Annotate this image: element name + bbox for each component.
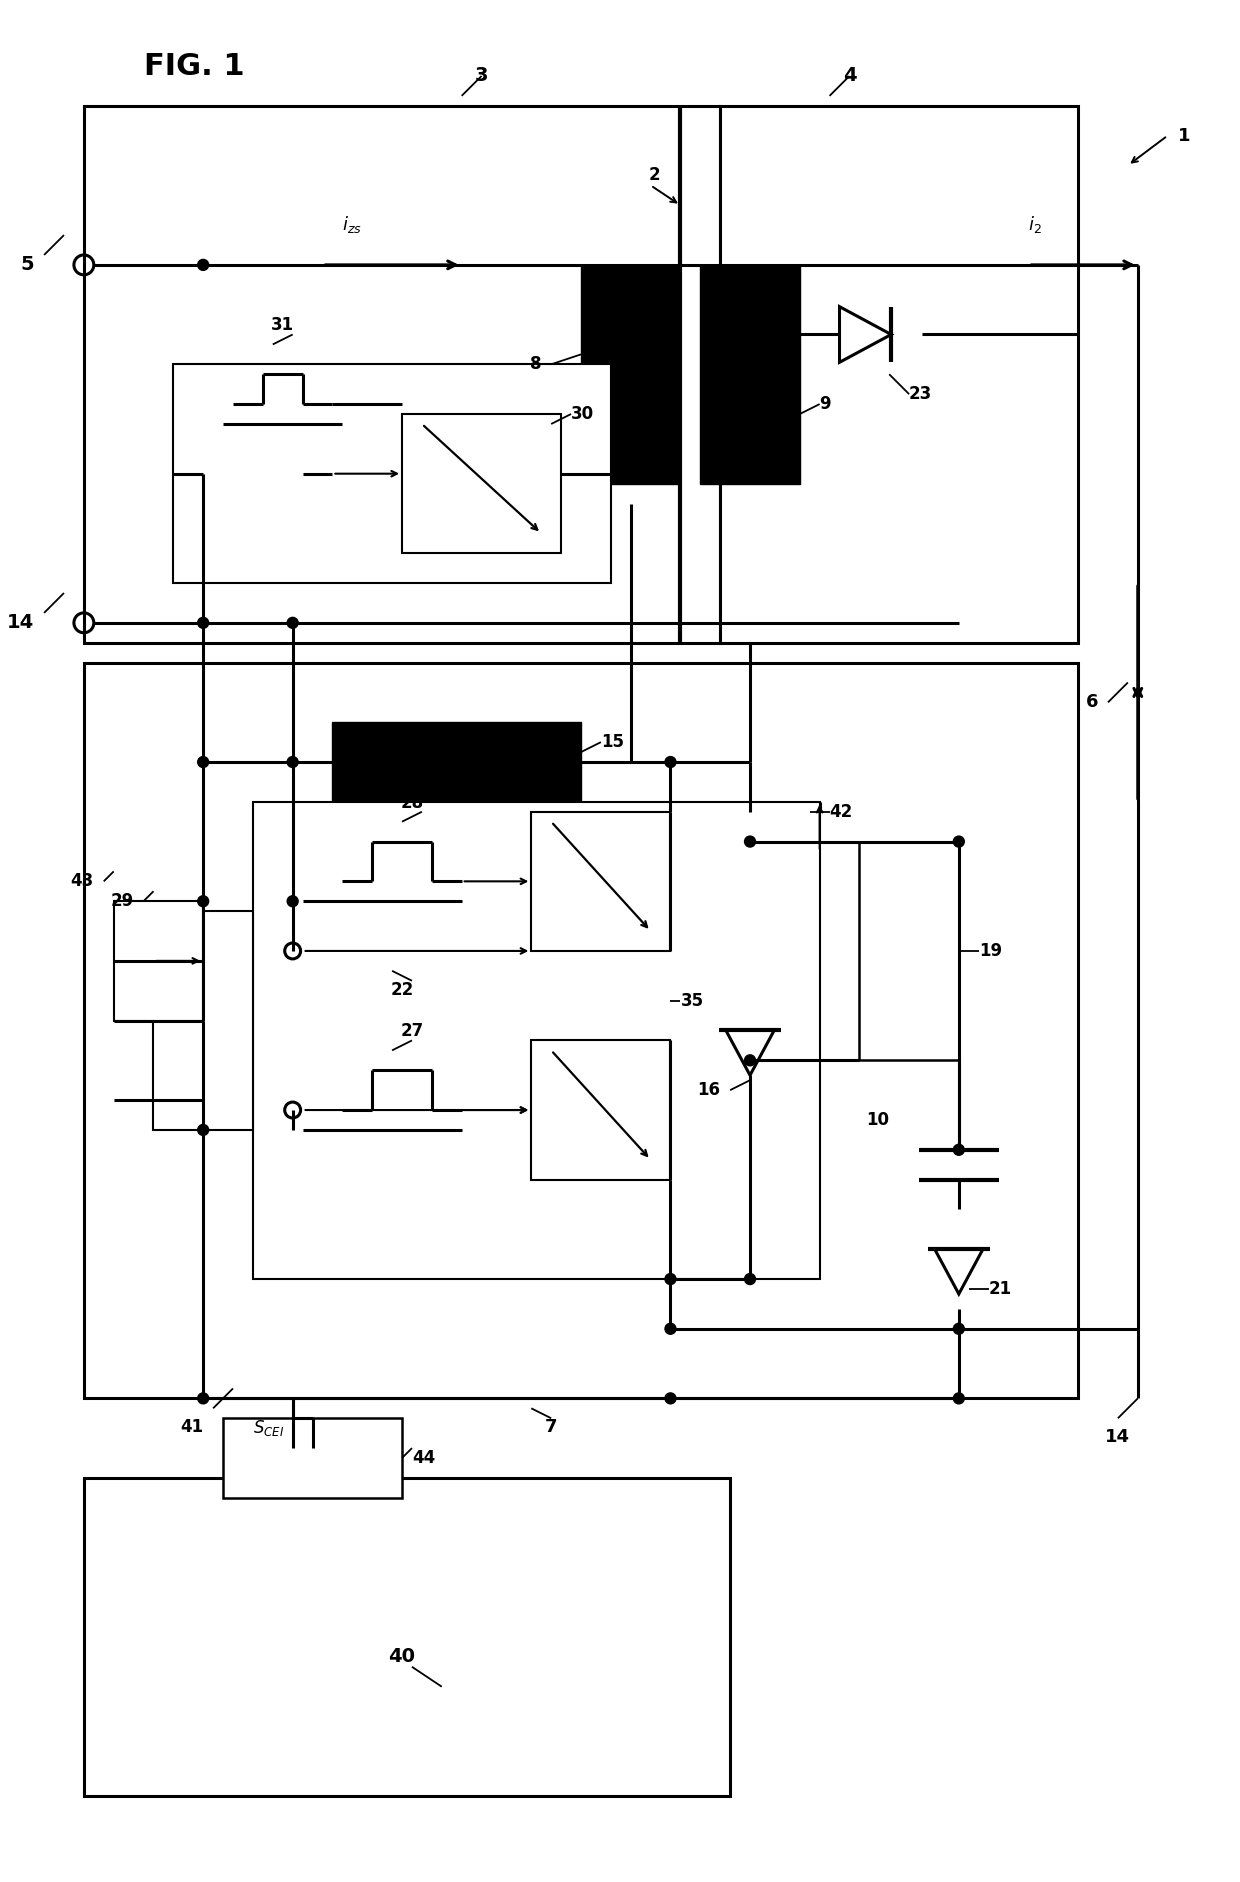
Bar [531,1041,671,1180]
Text: 15: 15 [601,734,624,751]
Polygon shape [839,307,892,363]
Circle shape [954,1323,965,1334]
Text: $S_{CEI}$: $S_{CEI}$ [253,1419,284,1438]
Text: $i_2$: $i_2$ [1028,215,1042,235]
Text: 9: 9 [820,395,831,412]
Bar [253,802,820,1280]
Text: 21: 21 [988,1280,1012,1299]
Text: 2: 2 [649,166,661,184]
Circle shape [744,836,755,847]
Bar [114,901,203,1020]
Polygon shape [935,1250,983,1295]
Circle shape [954,1144,965,1156]
Text: 22: 22 [391,981,414,999]
Bar [154,911,253,1129]
Text: 31: 31 [272,316,294,335]
Circle shape [197,260,208,271]
Bar [531,811,671,950]
Text: 30: 30 [572,405,594,423]
Bar [720,105,1078,644]
Bar [701,265,800,484]
Text: FIG. 1: FIG. 1 [144,51,244,81]
Text: 14: 14 [7,614,35,632]
Text: 19: 19 [978,943,1002,960]
Text: 42: 42 [830,804,853,821]
Text: 35: 35 [681,992,703,1009]
Text: 44: 44 [412,1449,435,1468]
Bar [332,723,582,802]
Circle shape [197,896,208,907]
Text: 3: 3 [475,66,489,85]
Circle shape [288,757,298,768]
Circle shape [665,1274,676,1285]
Text: 41: 41 [180,1419,203,1436]
Bar [174,365,611,583]
Bar [859,841,959,1060]
Circle shape [954,1393,965,1404]
Text: 8: 8 [529,356,541,373]
Circle shape [288,896,298,907]
Bar [84,1477,730,1795]
Polygon shape [725,1029,775,1075]
Text: 7: 7 [544,1419,558,1436]
Circle shape [665,1323,676,1334]
Text: 10: 10 [867,1110,889,1129]
Text: 4: 4 [843,66,857,85]
Bar [84,662,1078,1398]
Text: 40: 40 [388,1647,415,1666]
Circle shape [197,617,208,629]
Text: 5: 5 [21,256,35,275]
Circle shape [197,1124,208,1135]
Text: 23: 23 [909,386,932,403]
Bar [582,265,681,484]
Text: 1: 1 [1178,126,1190,145]
Text: 29: 29 [110,892,134,911]
Circle shape [197,1393,208,1404]
Text: $i_{zs}$: $i_{zs}$ [342,215,362,235]
Circle shape [665,1393,676,1404]
Text: 27: 27 [401,1022,424,1041]
Text: 6: 6 [1085,693,1099,711]
Circle shape [744,1054,755,1065]
Text: 16: 16 [697,1080,720,1099]
Circle shape [744,1274,755,1285]
Bar [223,1419,402,1498]
Circle shape [954,836,965,847]
Circle shape [197,757,208,768]
Bar [402,414,562,553]
Circle shape [665,757,676,768]
Circle shape [288,617,298,629]
Text: 28: 28 [401,794,424,811]
Text: 43: 43 [71,873,94,890]
Text: 14: 14 [1105,1428,1131,1445]
Bar [84,105,720,644]
